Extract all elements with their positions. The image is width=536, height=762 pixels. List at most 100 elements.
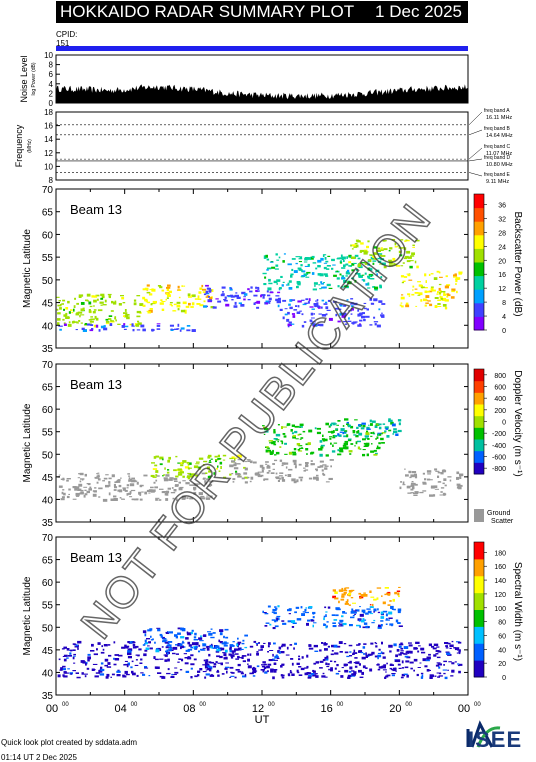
velocity-colorbar-tick-label: 200 xyxy=(494,408,506,415)
power-colorbar-tick-label: 8 xyxy=(502,300,506,307)
noise-ytick-label: 8 xyxy=(49,61,54,70)
frequency-ytick-label: 8 xyxy=(49,176,54,185)
velocity-ytick-label: 70 xyxy=(42,360,54,371)
frequency-band-value: 14.64 MHz xyxy=(486,133,513,139)
velocity-colorbar-segment xyxy=(474,404,484,417)
frequency-band-leader xyxy=(468,172,483,177)
width-colorbar-tick-label: 120 xyxy=(494,592,506,599)
power-ytick-label: 55 xyxy=(42,253,54,264)
velocity-colorbar-tick-label: 800 xyxy=(494,373,506,380)
width-colorbar-segment xyxy=(474,660,484,678)
noise-ytick-label: 4 xyxy=(49,80,54,89)
width-ytick-label: 50 xyxy=(42,623,54,634)
velocity-colorbar-label: Doppler Velocity (m s⁻¹) xyxy=(512,370,523,476)
noise-ytick-label: 2 xyxy=(49,89,54,98)
power-colorbar-segment xyxy=(474,275,484,290)
width-ytick-label: 55 xyxy=(42,601,54,612)
velocity-ytick-label: 60 xyxy=(42,405,54,416)
width-colorbar-tick-label: 20 xyxy=(498,661,506,668)
plot-date: 1 Dec 2025 xyxy=(375,2,462,21)
width-colorbar-tick-label: 100 xyxy=(494,606,506,613)
width-xtick-label: 00 xyxy=(458,703,470,715)
velocity-colorbar-segment xyxy=(474,462,484,475)
power-colorbar-segment xyxy=(474,221,484,236)
velocity-colorbar-tick-label: -400 xyxy=(492,443,506,450)
width-ytick-label: 35 xyxy=(42,691,54,702)
frequency-band-label: freq band E xyxy=(484,172,511,178)
frequency-band-leader xyxy=(468,129,483,136)
velocity-ytick-label: 55 xyxy=(42,428,54,439)
power-colorbar-tick-label: 24 xyxy=(498,244,506,251)
width-colorbar-segment xyxy=(474,592,484,610)
ground-scatter-swatch xyxy=(474,509,484,522)
velocity-ytick-label: 65 xyxy=(42,383,54,394)
frequency-band-value: 16.11 MHz xyxy=(486,115,512,121)
velocity-colorbar-tick-label: 600 xyxy=(494,385,506,392)
cpid-value: 151 xyxy=(56,39,70,48)
width-colorbar-segment xyxy=(474,575,484,594)
power-ytick-label: 40 xyxy=(42,321,54,332)
velocity-ytick-label: 50 xyxy=(42,450,54,461)
frequency-ytick-label: 12 xyxy=(44,149,53,158)
frequency-ytick-label: 14 xyxy=(44,135,53,144)
velocity-ytick-label: 40 xyxy=(42,495,54,506)
velocity-colorbar-segment xyxy=(474,380,484,393)
noise-ytick-label: 6 xyxy=(49,70,54,79)
width-colorbar-segment xyxy=(474,643,484,661)
frequency-band-value: 10.80 MHz xyxy=(486,162,513,168)
width-beam-label: Beam 13 xyxy=(70,550,122,565)
width-xtick-label: 08 xyxy=(183,703,195,715)
width-xtick-label: 04 xyxy=(115,703,127,715)
power-ylabel: Magnetic Latitude xyxy=(22,229,33,308)
frequency-band-leader xyxy=(468,111,483,126)
frequency-ytick-label: 18 xyxy=(44,108,53,117)
velocity-colorbar-segment xyxy=(474,392,484,405)
power-colorbar-segment xyxy=(474,262,484,277)
width-ylabel: Magnetic Latitude xyxy=(22,576,33,655)
width-ytick-label: 45 xyxy=(42,646,54,657)
width-colorbar-tick-label: 60 xyxy=(498,633,506,640)
power-data-regions xyxy=(56,239,463,332)
isee-logo xyxy=(466,720,501,748)
velocity-colorbar-segment xyxy=(474,450,484,463)
power-frame xyxy=(55,188,469,349)
footer-timestamp: 01:14 UT 2 Dec 2025 xyxy=(1,753,77,762)
width-xtick-sup: 00 xyxy=(337,702,344,708)
width-xtick-sup: 00 xyxy=(131,702,138,708)
width-colorbar-tick-label: 0 xyxy=(502,675,506,682)
noise-ytick-label: 0 xyxy=(49,99,54,108)
header-bar: HOKKAIDO RADAR SUMMARY PLOT 1 Dec 2025 xyxy=(56,1,468,23)
width-colorbar-frame xyxy=(473,541,485,678)
width-xtick-sup: 00 xyxy=(268,702,275,708)
power-colorbar-tick-label: 16 xyxy=(498,272,506,279)
noise-ylabel-sub: log Power (dB) xyxy=(31,62,37,95)
power-ytick-label: 70 xyxy=(42,185,54,196)
frequency-ytick-label: 10 xyxy=(44,162,53,171)
velocity-colorbar-segment xyxy=(474,427,484,440)
power-colorbar-segment xyxy=(474,289,484,304)
frequency-ylabel: Frequency xyxy=(14,124,24,167)
power-colorbar-tick-label: 28 xyxy=(498,230,506,237)
power-colorbar-label: Backscatter Power (dB) xyxy=(512,211,523,316)
plot-title: HOKKAIDO RADAR SUMMARY PLOT xyxy=(60,2,355,21)
power-colorbar-segment xyxy=(474,302,484,317)
width-ytick-label: 70 xyxy=(42,533,54,544)
width-colorbar-label: Spectral Width (m s⁻¹) xyxy=(512,562,523,661)
power-ytick-label: 50 xyxy=(42,276,54,287)
power-colorbar-segment xyxy=(474,194,484,209)
velocity-colorbar-tick-label: -200 xyxy=(492,431,506,438)
power-ytick-label: 45 xyxy=(42,299,54,310)
velocity-data-regions xyxy=(57,418,464,502)
width-colorbar-tick-label: 160 xyxy=(494,564,506,571)
power-ytick-label: 65 xyxy=(42,208,54,219)
velocity-ytick-label: 35 xyxy=(42,518,54,529)
width-xtick-label: 16 xyxy=(321,703,333,715)
frequency-band-label: freq band B xyxy=(484,126,511,132)
power-colorbar-tick-label: 12 xyxy=(498,286,506,293)
width-xlabel: UT xyxy=(255,714,270,726)
width-data-regions xyxy=(57,586,463,680)
velocity-colorbar-tick-label: -800 xyxy=(492,466,506,473)
cpid-label: CPID: xyxy=(56,30,77,39)
velocity-frame xyxy=(55,363,469,523)
width-colorbar-tick-label: 140 xyxy=(494,578,506,585)
